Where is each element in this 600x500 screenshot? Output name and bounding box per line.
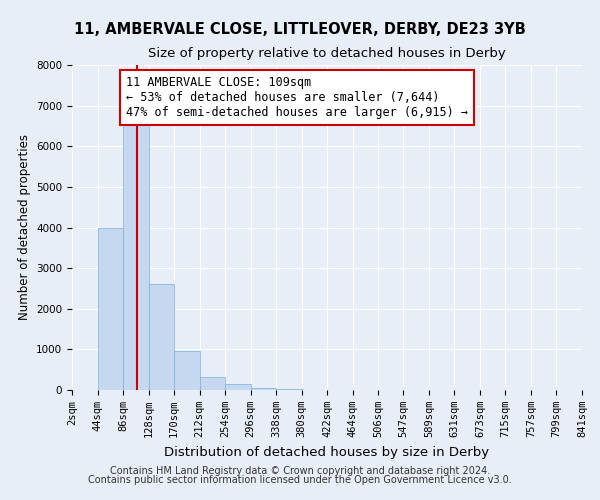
Bar: [225, 384, 251, 390]
Text: 11, AMBERVALE CLOSE, LITTLEOVER, DERBY, DE23 3YB: 11, AMBERVALE CLOSE, LITTLEOVER, DERBY, …: [74, 22, 526, 38]
Bar: [276, 389, 302, 390]
Bar: [123, 122, 149, 390]
Bar: [200, 376, 225, 390]
Bar: [251, 388, 276, 390]
X-axis label: Distribution of detached houses by size in Derby: Distribution of detached houses by size …: [164, 446, 490, 458]
Text: Contains public sector information licensed under the Open Government Licence v3: Contains public sector information licen…: [88, 475, 512, 485]
Title: Size of property relative to detached houses in Derby: Size of property relative to detached ho…: [148, 46, 506, 60]
Y-axis label: Number of detached properties: Number of detached properties: [17, 134, 31, 320]
Text: 11 AMBERVALE CLOSE: 109sqm
← 53% of detached houses are smaller (7,644)
47% of s: 11 AMBERVALE CLOSE: 109sqm ← 53% of deta…: [126, 76, 468, 120]
Bar: [149, 284, 174, 390]
Text: Contains HM Land Registry data © Crown copyright and database right 2024.: Contains HM Land Registry data © Crown c…: [110, 466, 490, 476]
Bar: [98, 228, 123, 390]
Bar: [174, 352, 200, 390]
